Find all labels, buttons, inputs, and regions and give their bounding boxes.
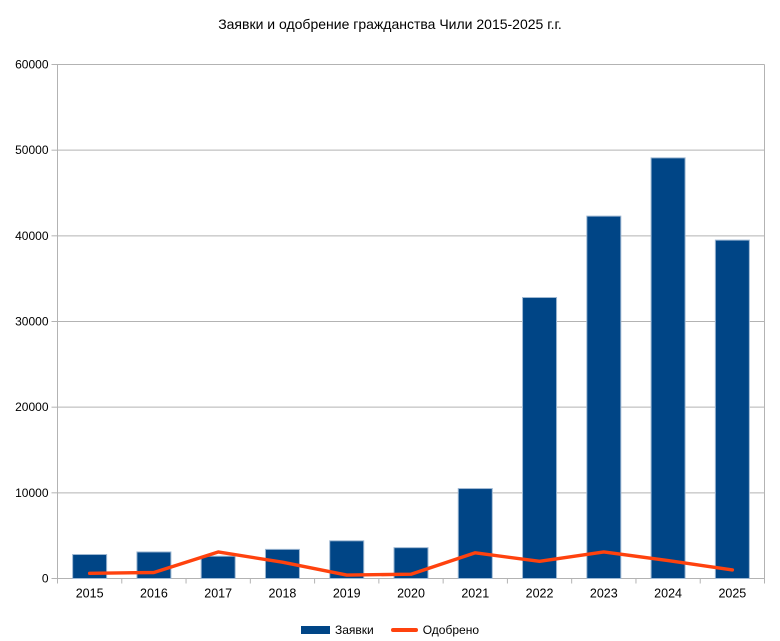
bar-2024 <box>650 157 686 579</box>
approved-line <box>87 550 735 577</box>
x-tick-label-2022: 2022 <box>526 587 554 601</box>
x-tick-label-2015: 2015 <box>76 587 104 601</box>
legend-label-approved: Одобрено <box>422 623 480 637</box>
y-tick-label: 50000 <box>15 143 49 157</box>
legend-line-swatch <box>390 628 418 632</box>
y-tick-label: 40000 <box>15 229 49 243</box>
bar-2016 <box>136 551 172 580</box>
x-tick-label-2018: 2018 <box>269 587 297 601</box>
y-tick-label: 20000 <box>15 400 49 414</box>
x-tick-label-2020: 2020 <box>397 587 425 601</box>
legend-bar-swatch <box>300 626 330 634</box>
y-tick-label: 0 <box>42 572 49 586</box>
chart-title: Заявки и одобрение гражданства Чили 2015… <box>218 16 562 32</box>
bar-2023 <box>586 215 622 579</box>
y-tick-label: 60000 <box>15 58 49 72</box>
x-tick-label-2016: 2016 <box>140 587 168 601</box>
bar-2022 <box>522 297 558 579</box>
x-tick-label-2017: 2017 <box>204 587 232 601</box>
bar-2025 <box>714 239 750 579</box>
legend: Заявки Одобрено <box>0 620 780 640</box>
x-tick-label-2019: 2019 <box>333 587 361 601</box>
y-tick-label: 10000 <box>15 486 49 500</box>
bar-2021 <box>457 488 493 579</box>
bar-2017 <box>200 555 236 580</box>
x-tick-label-2021: 2021 <box>461 587 489 601</box>
legend-label-applications: Заявки <box>334 623 374 637</box>
x-tick-label-2023: 2023 <box>590 587 618 601</box>
x-tick-label-2025: 2025 <box>718 587 746 601</box>
x-tick-label-2024: 2024 <box>654 587 682 601</box>
y-tick-label: 30000 <box>15 315 49 329</box>
